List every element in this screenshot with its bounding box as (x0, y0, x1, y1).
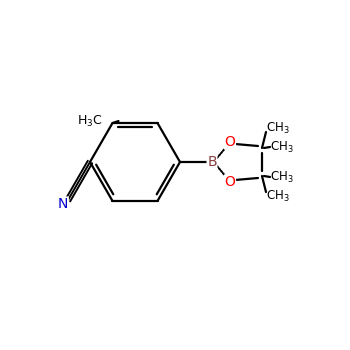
Text: CH$_3$: CH$_3$ (266, 188, 290, 204)
Text: N: N (58, 197, 68, 211)
Text: B: B (207, 155, 217, 169)
Text: O: O (225, 135, 236, 149)
Text: CH$_3$: CH$_3$ (270, 139, 294, 155)
Text: CH$_3$: CH$_3$ (266, 120, 290, 135)
Text: O: O (225, 175, 236, 189)
Text: H$_3$C: H$_3$C (77, 113, 103, 128)
Text: CH$_3$: CH$_3$ (270, 169, 294, 184)
